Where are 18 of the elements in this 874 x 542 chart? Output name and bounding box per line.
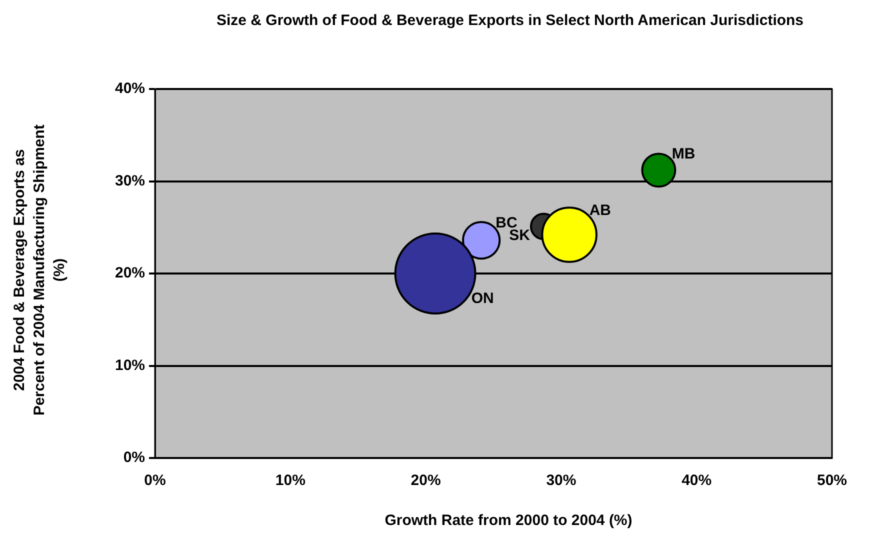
y-axis-title: 2004 Food & Beverage Exports as Percent of 2004 Manufacturing Shipment (%) [10,124,69,418]
y-tick-label: 10% [114,356,146,374]
y-tick-label: 0% [123,449,146,466]
y-tick-label: 30% [114,172,146,190]
series-label: AB [589,202,612,220]
series-label: SK [509,227,530,244]
x-axis-title: Growth Rate from 2000 to 2004 (%) [384,512,634,529]
y-tick-label: 40% [114,80,146,98]
y-tick-label: 20% [114,264,146,282]
x-tick-label: 50% [816,472,848,490]
x-tick-label: 10% [275,472,306,490]
x-tick-label: 20% [410,472,441,490]
series-label: MB [672,146,696,163]
x-tick-label: 30% [546,472,576,490]
x-tick-label: 40% [682,472,712,490]
chart-title: Size & Growth of Food & Beverage Exports in Select North American Jurisdictions [215,11,805,31]
x-tick-label: 0% [144,472,166,490]
series-label: ON [471,290,494,307]
